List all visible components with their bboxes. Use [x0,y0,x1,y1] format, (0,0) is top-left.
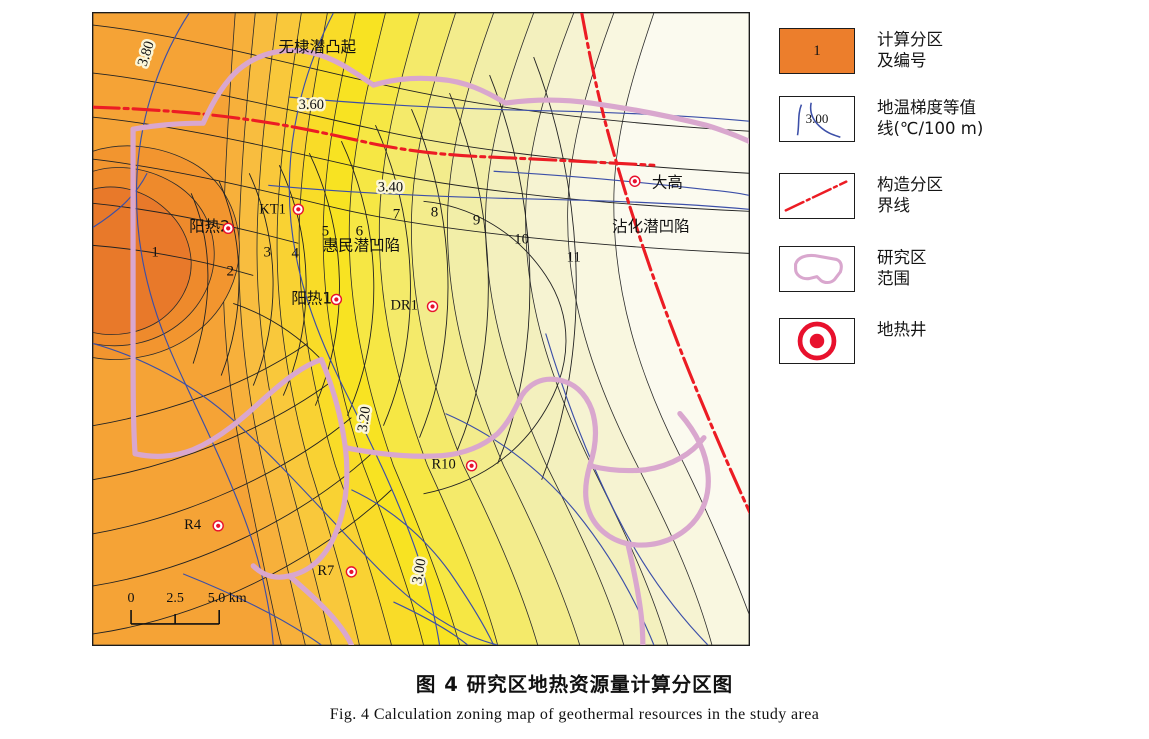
legend-item-well: 阳热1 地热井 [779,318,927,364]
legend-label-study-area: 研究区 范围 [877,248,927,288]
zone-number-label: 7 [393,206,401,222]
svg-text:3.80: 3.80 [135,39,158,68]
zone-number-label: 1 [151,244,159,260]
well-marker-icon [797,321,837,361]
zone-boundaries [93,24,749,635]
tectonic-boundary-lines [93,13,749,515]
scale-tick-0: 0 [128,591,135,606]
contour-bands [93,13,749,645]
well-label: R10 [432,457,456,473]
scale-tick-1: 2.5 [166,591,184,606]
well-label: 阳热1 [291,289,332,307]
legend-item-zone: 1 计算分区 及编号 [779,28,943,74]
well-marker: R4 [184,517,224,533]
zone-divider-lines [190,56,577,495]
legend-swatch-study-area [779,246,855,292]
well-marker: DR1 [390,297,439,313]
svg-text:3.60: 3.60 [299,97,324,113]
zone-number-labels: 1 2 3 4 5 6 7 8 9 10 11 [151,204,581,279]
contour-label: 3.203.20 [352,403,376,435]
contour-label: 3.603.60 [296,95,326,116]
legend-label-fault: 构造分区 界线 [877,175,943,215]
well-marker-dot [216,523,221,528]
figure-caption-chinese: 图 4 研究区地热资源量计算分区图 [415,673,734,696]
well-marker: R7 [317,563,358,579]
well-label: DR1 [390,297,417,313]
place-name-label: 惠民潜凹陷 [323,236,401,254]
well-label: 阳热2 [189,217,230,235]
zone-number-label: 3 [264,244,272,260]
legend-swatch-zone: 1 [779,28,855,74]
well-marker-dot [296,207,301,212]
geothermal-well-markers: 阳热2 KT1 阳热1 DR1 大高 R10 R4 R7 [184,173,683,579]
zone-number-label: 4 [292,245,300,261]
contour-value-labels: 3.803.803.603.603.403.403.203.203.003.00 [132,37,432,588]
legend-item-contour: 3.00 地温梯度等值 线(℃/100 m) [779,96,983,142]
legend-label-contour: 地温梯度等值 线(℃/100 m) [877,98,984,138]
legend-item-study-area: 研究区 范围 [779,246,927,292]
well-marker-dot [349,569,354,574]
legend-label-well: 地热井 [877,320,927,339]
fault-line-icon [784,180,848,212]
well-label: 大高 [652,173,683,191]
place-name-label: 沾化潜凹陷 [612,217,690,235]
legend-swatch-contour: 3.00 [779,96,855,142]
svg-text:3.40: 3.40 [378,179,403,195]
zone-number-label: 8 [431,204,439,220]
study-area-boundary [130,47,749,645]
zone-number-label: 9 [473,212,481,228]
svg-text:3.40: 3.40 [378,179,403,195]
well-marker-dot [226,226,231,231]
well-marker: 大高 [629,173,683,191]
legend-zone-number: 1 [813,42,821,59]
contour-symbol-icon [796,102,841,138]
well-marker-dot [469,463,474,468]
well-marker-dot [632,179,637,184]
zone-number-label: 5 [322,223,330,239]
legend-label-zone: 计算分区 及编号 [877,30,943,70]
svg-text:3.60: 3.60 [299,97,324,113]
legend-swatch-well: 阳热1 [779,318,855,364]
well-marker: R10 [432,457,478,473]
zone-number-label: 11 [566,249,580,265]
map-panel: 1 2 3 4 5 6 7 8 9 10 11 无棣潜凸起 惠民潜凹陷 沾化潜凹陷 3.80 3.80 3.… [92,12,750,646]
well-marker-dot [334,297,339,302]
legend-contour-value: 3.00 [805,111,829,126]
temperature-gradient-contours [93,13,749,645]
well-marker: 阳热1 [291,289,343,307]
legend-panel: 1 计算分区 及编号 3.00 地温梯度等值 线(℃/100 m) 构造分区 [779,28,1109,364]
contour-label: 3.403.40 [375,177,405,198]
well-label: KT1 [259,201,286,217]
well-marker: 阳热2 [189,217,234,235]
zone-number-label: 2 [226,263,234,279]
scale-bar-ruler [130,609,220,625]
legend-item-fault: 构造分区 界线 [779,173,943,219]
well-marker-dot [430,304,435,309]
place-name-label: 无棣潜凸起 [279,38,357,56]
study-area-icon [794,253,843,285]
legend-swatch-fault [779,173,855,219]
scale-tick-2: 5.0 km [208,591,247,606]
svg-text:3.20: 3.20 [355,405,374,432]
figure-caption-english: Fig. 4 Calculation zoning map of geother… [329,706,820,723]
well-marker: KT1 [259,201,305,217]
zone-number-label: 6 [356,223,364,239]
svg-text:3.00: 3.00 [409,557,429,585]
zone-number-label: 10 [514,231,529,247]
well-label: R4 [184,517,202,533]
scale-bar: 0 2.5 5.0 km [128,591,247,625]
well-label: R7 [317,563,334,579]
